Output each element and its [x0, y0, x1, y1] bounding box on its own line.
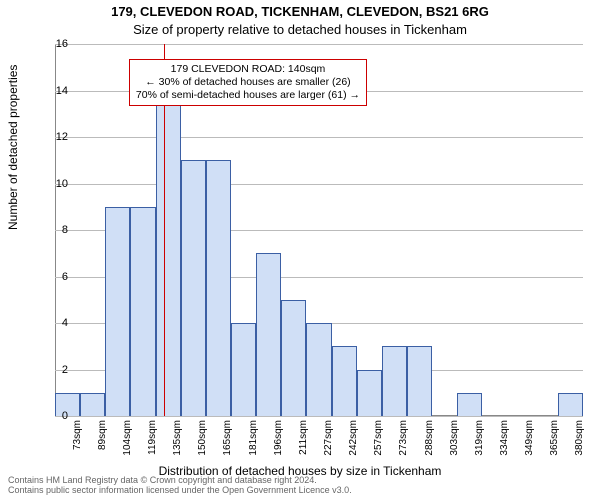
x-tick-label: 273sqm [398, 420, 409, 456]
footer-line-2: Contains public sector information licen… [8, 486, 352, 496]
annotation-line: 179 CLEVEDON ROAD: 140sqm [136, 63, 360, 76]
annotation-line: ← 30% of detached houses are smaller (26… [136, 76, 360, 89]
histogram-bar [156, 67, 181, 416]
y-tick-label: 16 [38, 38, 68, 50]
histogram-bar [407, 346, 432, 416]
y-tick-label: 10 [38, 178, 68, 190]
gridline [55, 416, 583, 417]
x-tick-label: 181sqm [248, 420, 259, 456]
x-tick-label: 257sqm [373, 420, 384, 456]
y-tick-label: 4 [38, 317, 68, 329]
x-tick-label: 196sqm [273, 420, 284, 456]
x-tick-label: 73sqm [72, 420, 83, 450]
plot-area: 179 CLEVEDON ROAD: 140sqm← 30% of detach… [55, 44, 583, 416]
x-tick-label: 319sqm [474, 420, 485, 456]
histogram-bar [457, 393, 482, 416]
y-tick-label: 8 [38, 224, 68, 236]
histogram-bar [105, 207, 130, 416]
x-tick-label: 119sqm [147, 420, 158, 455]
histogram-bar [256, 253, 281, 416]
histogram-bar [80, 393, 105, 416]
x-tick-label: 242sqm [348, 420, 359, 456]
histogram-bar [382, 346, 407, 416]
x-tick-label: 380sqm [574, 420, 585, 456]
histogram-bar [206, 160, 231, 416]
annotation-line: 70% of semi-detached houses are larger (… [136, 89, 360, 102]
chart-container: 179, CLEVEDON ROAD, TICKENHAM, CLEVEDON,… [0, 0, 600, 500]
x-tick-label: 334sqm [499, 420, 510, 456]
attribution-footer: Contains HM Land Registry data © Crown c… [8, 476, 352, 496]
gridline [55, 137, 583, 138]
y-tick-label: 6 [38, 271, 68, 283]
chart-title-address: 179, CLEVEDON ROAD, TICKENHAM, CLEVEDON,… [0, 4, 600, 19]
x-tick-label: 104sqm [122, 420, 133, 456]
x-tick-label: 227sqm [323, 420, 334, 456]
histogram-bar [281, 300, 306, 416]
x-tick-label: 349sqm [524, 420, 535, 456]
gridline [55, 44, 583, 45]
x-tick-label: 303sqm [449, 420, 460, 456]
gridline [55, 184, 583, 185]
histogram-bar [130, 207, 155, 416]
histogram-bar [181, 160, 206, 416]
y-tick-label: 12 [38, 131, 68, 143]
chart-subtitle: Size of property relative to detached ho… [0, 22, 600, 37]
x-tick-label: 288sqm [424, 420, 435, 456]
x-tick-label: 365sqm [549, 420, 560, 456]
x-tick-label: 89sqm [97, 420, 108, 450]
x-tick-label: 211sqm [298, 420, 309, 455]
histogram-bar [357, 370, 382, 417]
y-axis-label: Number of detached properties [6, 65, 20, 230]
x-tick-label: 165sqm [222, 420, 233, 456]
y-tick-label: 14 [38, 85, 68, 97]
y-tick-label: 0 [38, 410, 68, 422]
y-tick-label: 2 [38, 364, 68, 376]
histogram-bar [231, 323, 256, 416]
histogram-bar [558, 393, 583, 416]
annotation-box: 179 CLEVEDON ROAD: 140sqm← 30% of detach… [129, 59, 367, 106]
x-tick-label: 135sqm [172, 420, 183, 456]
x-tick-label: 150sqm [197, 420, 208, 456]
histogram-bar [306, 323, 331, 416]
histogram-bar [332, 346, 357, 416]
